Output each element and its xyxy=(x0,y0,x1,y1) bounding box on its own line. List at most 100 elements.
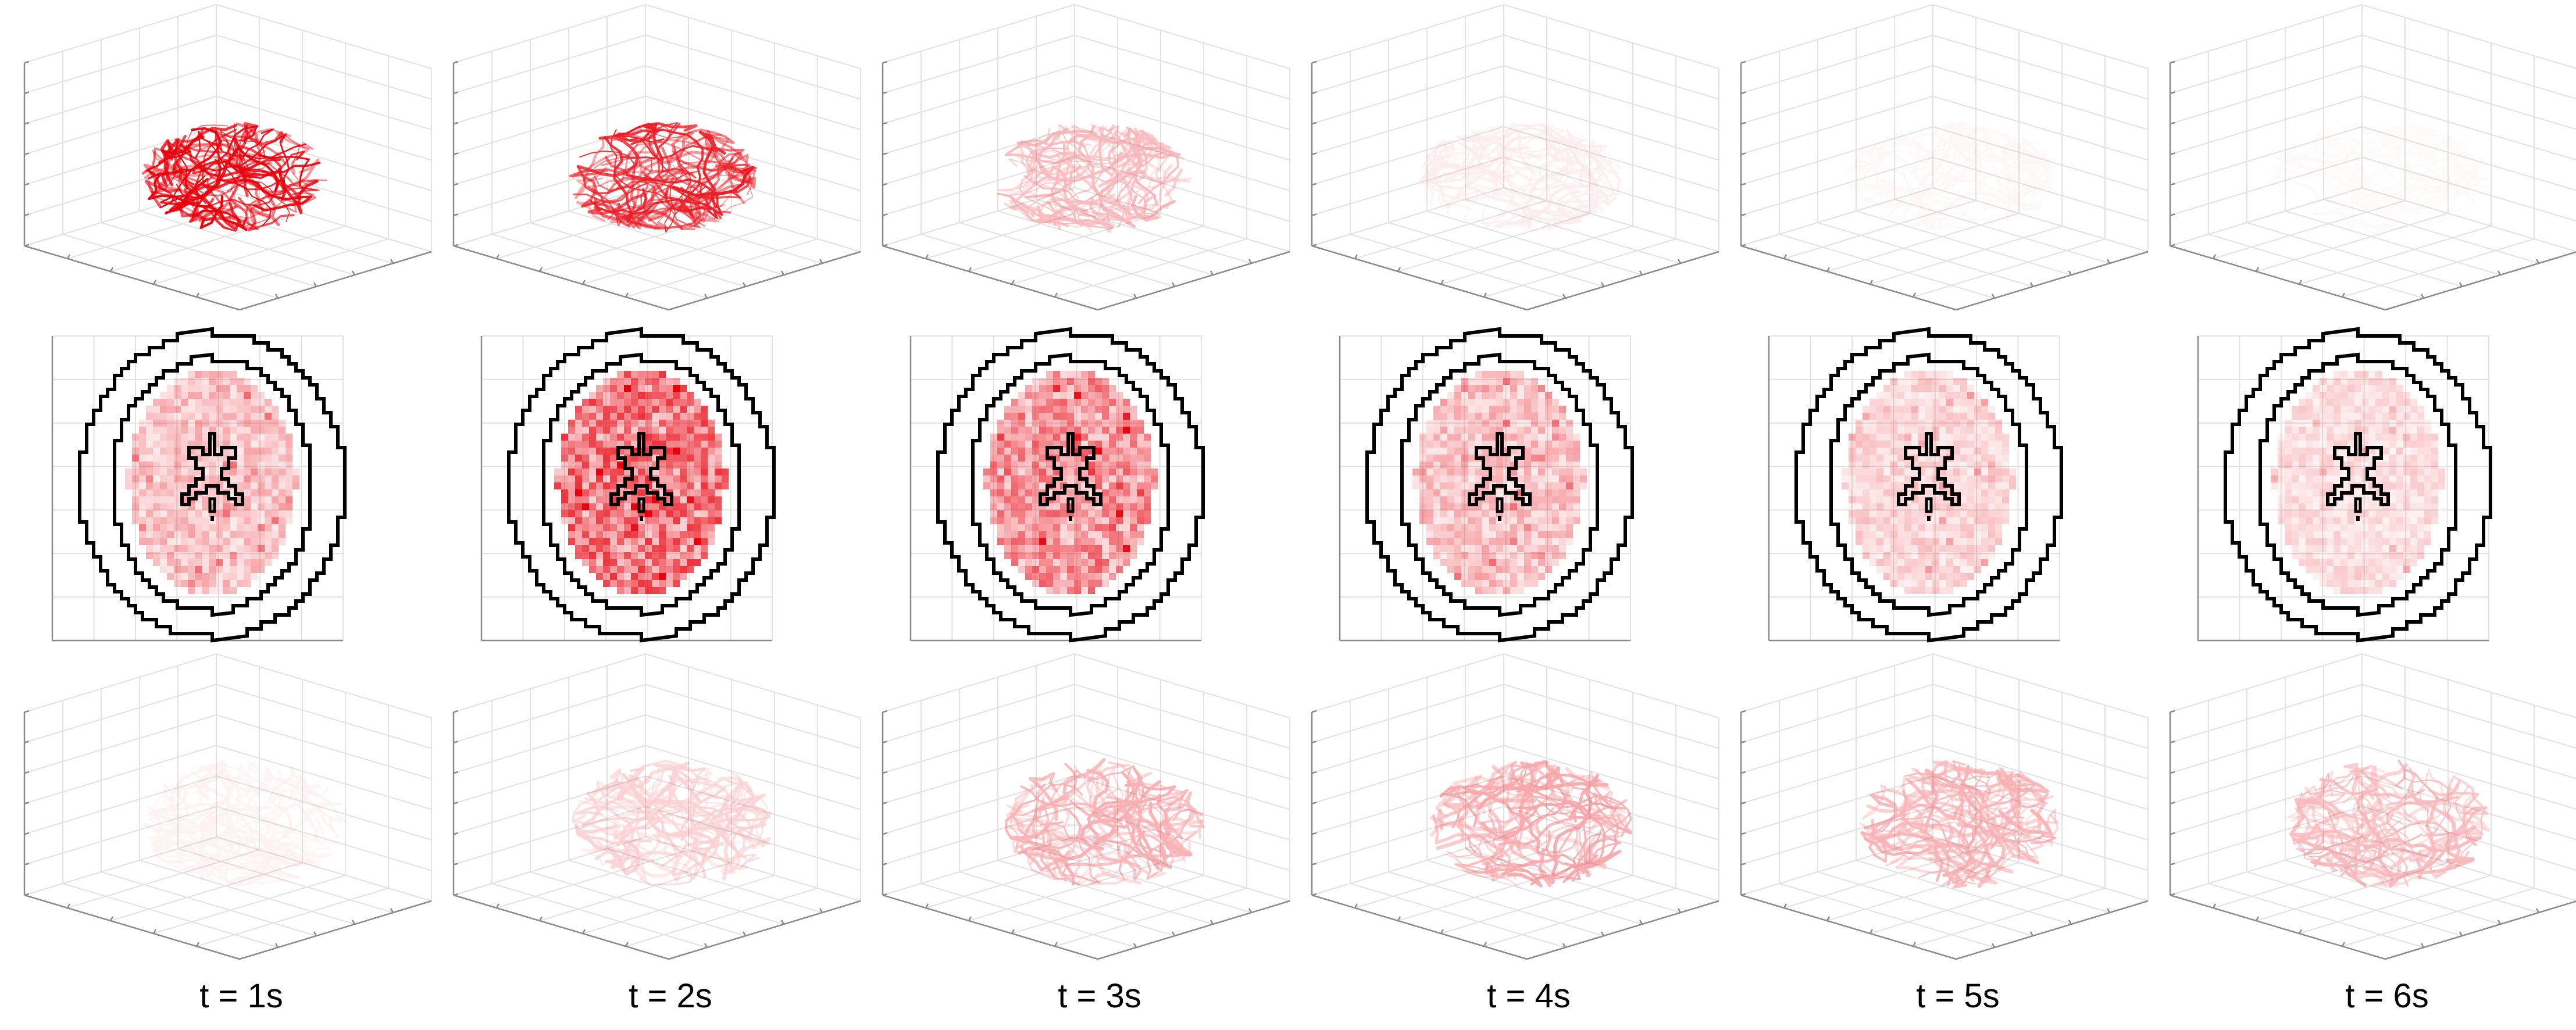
grid-line xyxy=(24,156,217,216)
perfusion-voxel xyxy=(195,587,202,594)
perfusion-voxel xyxy=(209,538,216,545)
tick xyxy=(1311,771,1317,774)
perfusion-voxel xyxy=(694,538,701,545)
perfusion-voxel xyxy=(1925,371,1932,378)
tick xyxy=(1740,121,1746,125)
perfusion-voxel xyxy=(139,496,146,503)
grid-line xyxy=(1894,848,2110,913)
perfusion-voxel xyxy=(1032,517,1039,524)
perfusion-voxel xyxy=(1123,489,1130,496)
perfusion-voxel xyxy=(694,468,701,475)
perfusion-voxel xyxy=(1018,545,1025,552)
perfusion-voxel xyxy=(1524,517,1531,524)
perfusion-voxel xyxy=(701,434,708,441)
vessel-segment xyxy=(1543,155,1607,212)
arterial-panel xyxy=(1740,4,2149,311)
vessel-segment xyxy=(1029,148,1088,182)
perfusion-voxel xyxy=(160,462,167,468)
perfusion-voxel xyxy=(209,580,216,587)
perfusion-voxel xyxy=(2306,448,2313,455)
vessel-segment xyxy=(601,767,706,813)
perfusion-voxel xyxy=(2320,427,2327,434)
perfusion-voxel xyxy=(1911,434,1918,441)
perfusion-voxel xyxy=(1496,462,1503,468)
tick xyxy=(2255,267,2260,272)
vessel-segment xyxy=(1098,170,1146,228)
perfusion-voxel xyxy=(1468,482,1475,489)
perfusion-voxel xyxy=(160,503,167,510)
perfusion-voxel xyxy=(1856,420,1863,427)
vessel-segment xyxy=(1568,145,1619,174)
grid-line xyxy=(2170,95,2363,155)
perfusion-voxel xyxy=(1454,524,1461,531)
vessel-segment xyxy=(1579,144,1605,217)
perfusion-voxel xyxy=(1011,531,1018,538)
perfusion-voxel xyxy=(216,531,223,538)
perfusion-voxel xyxy=(1538,531,1545,538)
perfusion-voxel xyxy=(1489,538,1496,545)
perfusion-voxel xyxy=(1911,580,1918,587)
grid-line xyxy=(1740,806,1933,866)
perfusion-voxel xyxy=(146,434,153,441)
perfusion-voxel xyxy=(2334,413,2340,420)
perfusion-voxel xyxy=(1482,413,1489,420)
perfusion-voxel xyxy=(188,517,195,524)
vessel-segment xyxy=(1999,773,2050,793)
perfusion-voxel xyxy=(1461,378,1468,385)
perfusion-voxel xyxy=(1566,455,1573,462)
perfusion-voxel xyxy=(251,441,258,448)
perfusion-voxel xyxy=(1102,441,1109,448)
perfusion-voxel xyxy=(2285,462,2292,468)
perfusion-voxel xyxy=(160,427,167,434)
perfusion-voxel xyxy=(258,475,265,482)
grid-line xyxy=(1869,226,2063,285)
perfusion-voxel xyxy=(1869,468,1876,475)
perfusion-voxel xyxy=(652,406,659,413)
perfusion-voxel xyxy=(568,538,575,545)
perfusion-voxel xyxy=(1890,427,1897,434)
perfusion-voxel xyxy=(202,510,209,517)
perfusion-voxel xyxy=(1018,413,1025,420)
perfusion-voxel xyxy=(1573,455,1580,462)
perfusion-voxel xyxy=(1489,566,1496,573)
perfusion-voxel xyxy=(1960,538,1967,545)
perfusion-voxel xyxy=(2002,468,2009,475)
vessel-network xyxy=(142,122,327,232)
tick xyxy=(1740,244,1746,247)
perfusion-voxel xyxy=(1025,482,1032,489)
grid-line xyxy=(216,34,432,100)
perfusion-voxel xyxy=(160,455,167,462)
perfusion-voxel xyxy=(1573,517,1580,524)
perfusion-voxel xyxy=(1939,587,1946,594)
grid-line xyxy=(882,4,1075,63)
perfusion-voxel xyxy=(1074,587,1081,594)
perfusion-voxel xyxy=(174,455,181,462)
perfusion-voxel xyxy=(666,580,673,587)
perfusion-voxel xyxy=(1447,427,1454,434)
perfusion-voxel xyxy=(1468,573,1475,580)
vessel-segment xyxy=(638,151,750,184)
vessel-segment xyxy=(1005,791,1030,818)
perfusion-voxel xyxy=(1025,559,1032,566)
perfusion-voxel xyxy=(1960,441,1967,448)
perfusion-voxel xyxy=(666,482,673,489)
perfusion-voxel xyxy=(1151,482,1158,489)
perfusion-voxel xyxy=(610,420,617,427)
vessel-segment xyxy=(1089,194,1157,221)
perfusion-voxel xyxy=(279,441,286,448)
perfusion-voxel xyxy=(1088,434,1095,441)
perfusion-voxel xyxy=(1088,510,1095,517)
perfusion-voxel xyxy=(265,482,272,489)
perfusion-voxel xyxy=(1011,441,1018,448)
ventricle-outline xyxy=(1039,432,1103,506)
perfusion-voxel xyxy=(645,573,652,580)
perfusion-voxel xyxy=(1454,475,1461,482)
vessel-segment xyxy=(1451,775,1528,814)
tick xyxy=(1991,943,1996,948)
grid-line xyxy=(1354,849,1547,909)
arterial-panel xyxy=(1311,4,1719,311)
perfusion-voxel xyxy=(2340,427,2347,434)
perfusion-voxel xyxy=(1496,399,1503,406)
perfusion-voxel xyxy=(2375,406,2382,413)
perfusion-voxel xyxy=(1897,427,1904,434)
